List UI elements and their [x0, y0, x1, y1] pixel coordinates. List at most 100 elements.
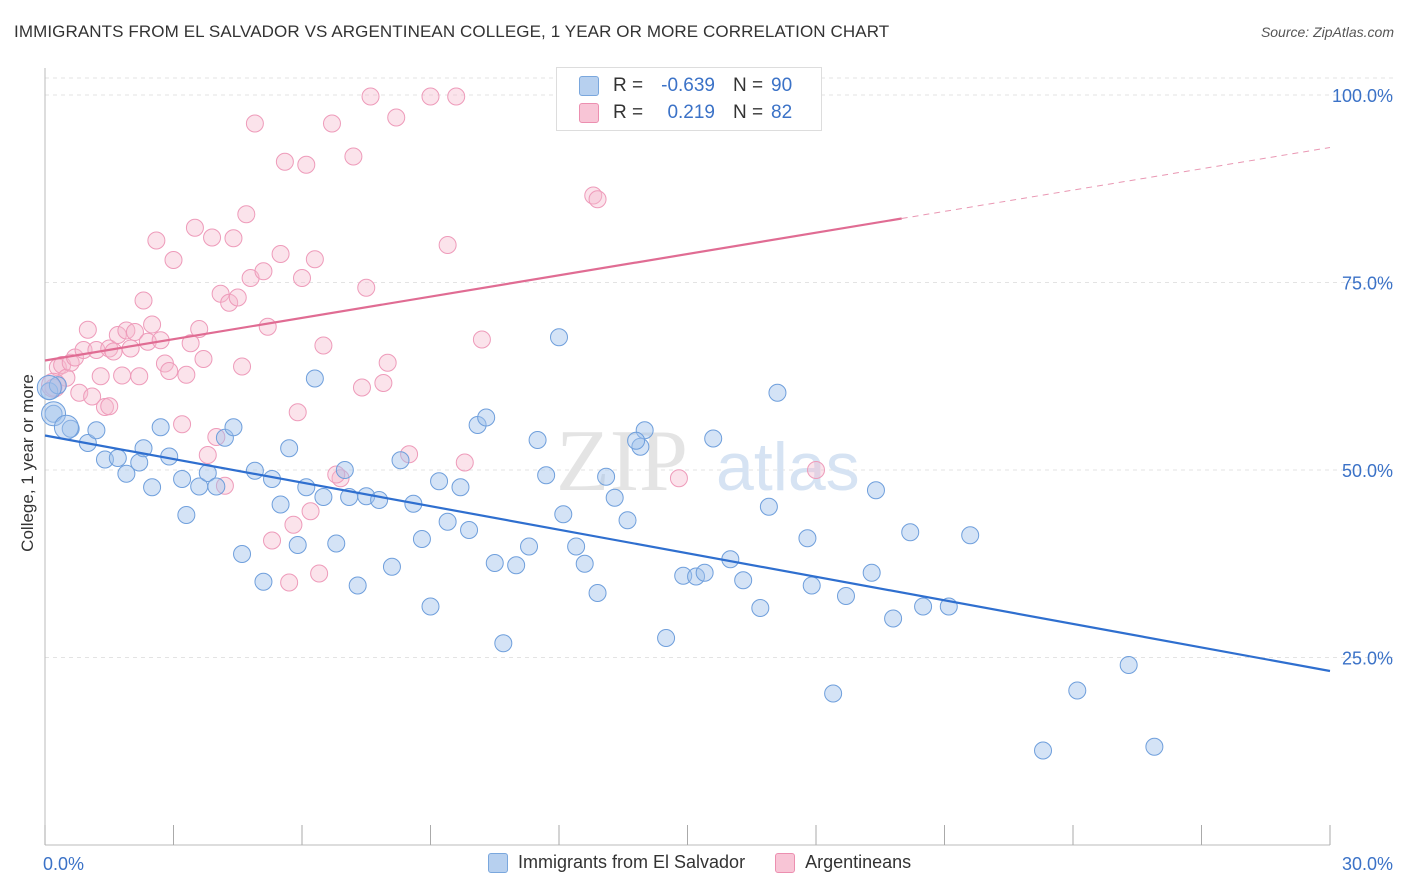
data-point — [263, 531, 282, 550]
data-point — [751, 599, 770, 617]
legend-label: Argentineans — [805, 852, 912, 872]
data-point — [378, 353, 397, 372]
data-point — [477, 408, 496, 427]
data-point — [537, 466, 556, 485]
data-point — [520, 537, 539, 556]
data-point — [258, 317, 277, 336]
data-point — [87, 421, 106, 440]
data-point — [494, 634, 513, 653]
data-point — [271, 495, 290, 514]
data-point — [1068, 681, 1087, 700]
y-tick-label: 25.0% — [1342, 649, 1393, 669]
data-point — [78, 320, 97, 339]
data-point — [327, 534, 346, 553]
data-point — [554, 505, 573, 524]
data-point — [245, 114, 264, 133]
axes — [44, 68, 1331, 846]
data-point — [344, 147, 363, 166]
data-point — [357, 278, 376, 297]
legend-item-argentineans[interactable]: Argentineans — [775, 852, 911, 873]
data-point — [130, 367, 149, 386]
data-point — [245, 461, 264, 480]
data-point — [275, 152, 294, 171]
data-point — [485, 554, 504, 572]
data-point — [117, 464, 136, 483]
trend-lines — [44, 147, 1331, 673]
data-point — [254, 572, 273, 591]
data-point — [734, 571, 753, 590]
n-label: N = — [733, 75, 764, 96]
data-point — [759, 497, 778, 516]
n-value: 90 — [771, 75, 793, 96]
y-tick-label: 50.0% — [1342, 461, 1393, 481]
data-point — [695, 563, 714, 582]
data-point — [862, 563, 881, 582]
data-point — [61, 419, 80, 438]
data-point — [254, 262, 273, 281]
data-point — [125, 323, 144, 341]
data-point — [421, 597, 440, 616]
data-point — [288, 403, 307, 422]
data-point — [961, 526, 980, 545]
series-legend: Immigrants from El Salvador Argentineans — [488, 852, 941, 873]
series-argentineans — [41, 87, 825, 592]
data-point — [203, 228, 222, 247]
data-point — [550, 328, 568, 347]
data-point — [207, 477, 226, 496]
data-point — [567, 537, 586, 556]
data-point — [447, 87, 466, 106]
y-axis-label: College, 1 year or more — [18, 374, 37, 552]
data-point — [597, 467, 616, 486]
data-point — [228, 288, 247, 307]
legend-item-el-salvador[interactable]: Immigrants from El Salvador — [488, 852, 745, 873]
data-point — [143, 315, 162, 334]
data-point — [391, 451, 410, 470]
data-point — [327, 465, 346, 484]
data-point — [130, 453, 149, 472]
data-point — [314, 488, 333, 506]
r-label: R = — [613, 102, 644, 123]
data-point — [100, 397, 119, 416]
data-point — [507, 556, 526, 575]
data-point — [147, 231, 166, 250]
data-point — [83, 387, 102, 406]
data-point — [44, 404, 63, 423]
data-point — [284, 515, 303, 534]
swatch-blue — [579, 76, 599, 96]
data-point — [173, 470, 192, 488]
data-point — [605, 488, 624, 507]
data-point — [618, 511, 637, 530]
data-point — [374, 374, 393, 392]
tick-labels: 25.0% 50.0% 75.0% 100.0% 0.0% 30.0% — [43, 86, 1393, 874]
data-point — [884, 609, 903, 628]
data-point — [768, 383, 787, 402]
data-point — [588, 584, 607, 602]
data-point — [310, 564, 329, 583]
data-point — [472, 330, 491, 349]
swatch-pink — [579, 103, 599, 123]
data-point — [802, 576, 821, 595]
source-label: Source: ZipAtlas.com — [1260, 24, 1394, 40]
watermark-atlas: atlas — [716, 429, 860, 505]
data-point — [151, 418, 170, 437]
stats-row-argentineans: R = 0.219 N = 82 — [579, 101, 792, 125]
data-point-large — [41, 401, 67, 427]
data-point — [575, 554, 594, 573]
swatch-pink — [775, 852, 796, 873]
series-el-salvador — [36, 328, 1164, 760]
data-point — [194, 350, 213, 368]
data-point — [91, 367, 110, 386]
n-value: 82 — [771, 102, 793, 123]
data-point-large — [41, 372, 67, 398]
data-point — [438, 236, 457, 254]
data-point — [674, 566, 693, 585]
data-point — [430, 472, 449, 491]
data-point — [1145, 737, 1164, 756]
data-point — [687, 567, 706, 586]
data-point — [198, 446, 217, 464]
data-point — [322, 114, 341, 133]
data-point — [271, 245, 290, 263]
data-point — [233, 357, 252, 376]
data-point — [528, 431, 547, 449]
